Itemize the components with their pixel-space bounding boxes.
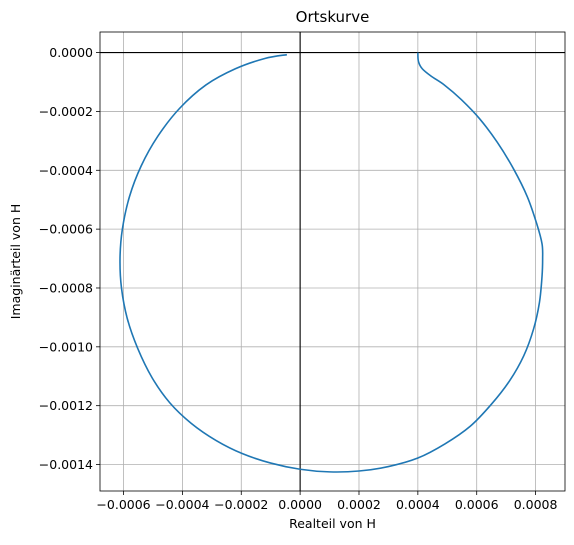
x-tick-label: −0.0004: [155, 497, 209, 512]
x-axis: −0.0006 −0.0004 −0.0002 0.0000 0.0002 0.0004 0…: [96, 491, 557, 512]
y-axis-label: Imaginärteil von H: [8, 204, 23, 320]
y-tick-label: −0.0002: [39, 104, 93, 119]
y-tick-label: −0.0012: [39, 398, 93, 413]
x-tick-label: −0.0006: [96, 497, 150, 512]
x-tick-label: 0.0000: [278, 497, 322, 512]
y-tick-label: −0.0010: [39, 339, 93, 354]
y-tick-label: −0.0006: [39, 222, 93, 237]
x-tick-label: 0.0006: [455, 497, 499, 512]
y-tick-label: −0.0008: [39, 280, 93, 295]
reference-lines: [100, 32, 565, 491]
x-tick-label: 0.0002: [337, 497, 381, 512]
y-tick-label: −0.0004: [39, 163, 93, 178]
y-tick-label: −0.0014: [39, 457, 93, 472]
x-tick-label: 0.0004: [396, 497, 440, 512]
grid: [100, 32, 565, 491]
plot-frame: [100, 32, 565, 491]
series-layer: [120, 53, 543, 472]
chart-title: Ortskurve: [296, 8, 370, 26]
series-line: [120, 53, 543, 472]
y-axis: 0.0000 −0.0002 −0.0004 −0.0006 −0.0008 −0.001…: [39, 45, 100, 472]
x-axis-label: Realteil von H: [289, 516, 376, 531]
y-tick-label: 0.0000: [49, 45, 93, 60]
x-tick-label: 0.0008: [514, 497, 558, 512]
x-tick-label: −0.0002: [214, 497, 268, 512]
